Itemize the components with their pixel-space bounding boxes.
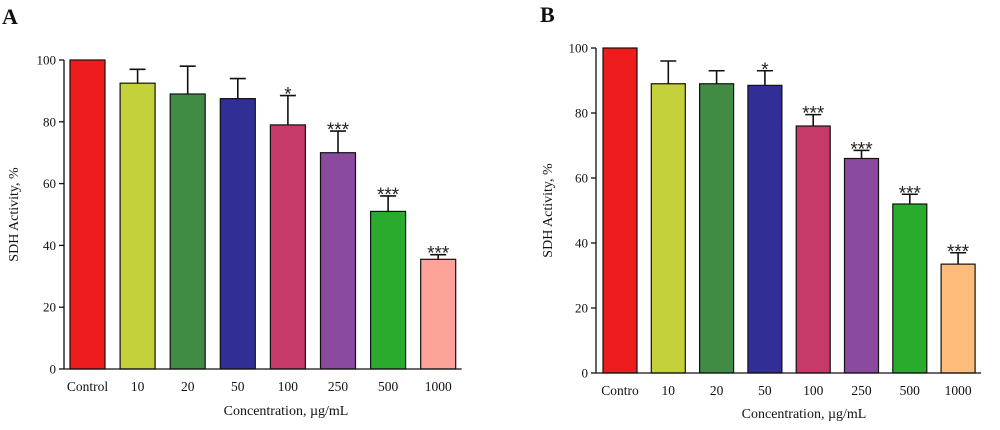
panel-a-significance-mark: *** xyxy=(327,120,350,141)
panel-b-category-label: 50 xyxy=(758,383,772,398)
panel-a-bar xyxy=(420,258,457,370)
panel-b-category-label: 100 xyxy=(803,383,824,398)
panel-b-category-label: 250 xyxy=(851,383,872,398)
panel-a-category-label: 20 xyxy=(181,379,195,394)
panel-b-bar xyxy=(698,83,735,374)
panel-b-significance-mark: *** xyxy=(899,183,922,204)
panel-b-y-tick-label: 60 xyxy=(575,171,588,186)
panel-b-y-tick-label: 20 xyxy=(575,301,588,316)
panel-a-bar xyxy=(169,93,206,370)
panel-b-category-label: 20 xyxy=(710,383,724,398)
panel-a-y-tick-label: 20 xyxy=(43,300,56,315)
panel-b-bar xyxy=(602,47,638,374)
panel-a-bar xyxy=(319,152,357,370)
panel-b-bar xyxy=(795,125,831,374)
panel-b-y-tick-label: 80 xyxy=(575,106,588,121)
panel-b-y-tick-label: 100 xyxy=(569,41,589,56)
panel-a-category-label: 10 xyxy=(131,379,145,394)
panel-a-y-tick-label: 100 xyxy=(37,53,57,68)
panel-b-significance-mark: *** xyxy=(850,139,873,160)
panel-b-significance-mark: *** xyxy=(947,242,970,263)
panel-a-category-label: 500 xyxy=(378,379,399,394)
panel-a-bar xyxy=(69,59,106,370)
panel-a-category-label: 50 xyxy=(231,379,245,394)
panel-a-y-axis-title: SDH Activity, % xyxy=(7,167,22,262)
panel-a-y-tick-label: 40 xyxy=(43,238,56,253)
panel-b-significance-mark: *** xyxy=(802,104,825,125)
panel-a-bar xyxy=(119,82,156,370)
panel-a-bar xyxy=(269,124,306,370)
panel-b-y-tick-label: 0 xyxy=(582,366,589,381)
panel-a-bar xyxy=(370,210,407,370)
panel-b-category-label: 500 xyxy=(900,383,921,398)
panel-a-significance-mark: *** xyxy=(427,244,450,265)
panel-b-bar xyxy=(892,203,928,374)
panel-b-bar xyxy=(843,157,880,374)
panel-b-y-tick-label: 40 xyxy=(575,236,588,251)
panel-b-y-axis-title: SDH Activity, % xyxy=(541,163,556,258)
panel-b-bar xyxy=(940,263,976,374)
panel-a-category-label: Control xyxy=(67,379,109,394)
panel-a-category-label: 1000 xyxy=(425,379,452,394)
panel-a-y-tick-label: 60 xyxy=(43,176,56,191)
panel-b-bar xyxy=(650,83,686,374)
panel-b-x-axis-title: Concentration, µg/mL xyxy=(742,407,867,422)
panel-a-x-axis-title: Concentration, µg/mL xyxy=(224,404,349,419)
panel-a-significance-mark: *** xyxy=(377,185,400,206)
panel-a-category-label: 250 xyxy=(328,379,349,394)
panel-a-category-label: 100 xyxy=(278,379,299,394)
panel-b-category-label: 1000 xyxy=(945,383,972,398)
panel-a-y-tick-label: 80 xyxy=(43,114,56,129)
panel-b-bar xyxy=(747,84,783,374)
panel-a-significance-mark: * xyxy=(284,85,292,106)
panel-a-bar xyxy=(219,98,256,370)
panel-a-y-tick-label: 0 xyxy=(50,362,57,377)
panel-b-category-label: 10 xyxy=(662,383,676,398)
panel-b-category-label: Contro xyxy=(601,383,639,398)
panel-b-significance-mark: * xyxy=(761,60,769,81)
panel-a-letter: A xyxy=(2,4,18,29)
panel-b-letter: B xyxy=(540,2,555,27)
